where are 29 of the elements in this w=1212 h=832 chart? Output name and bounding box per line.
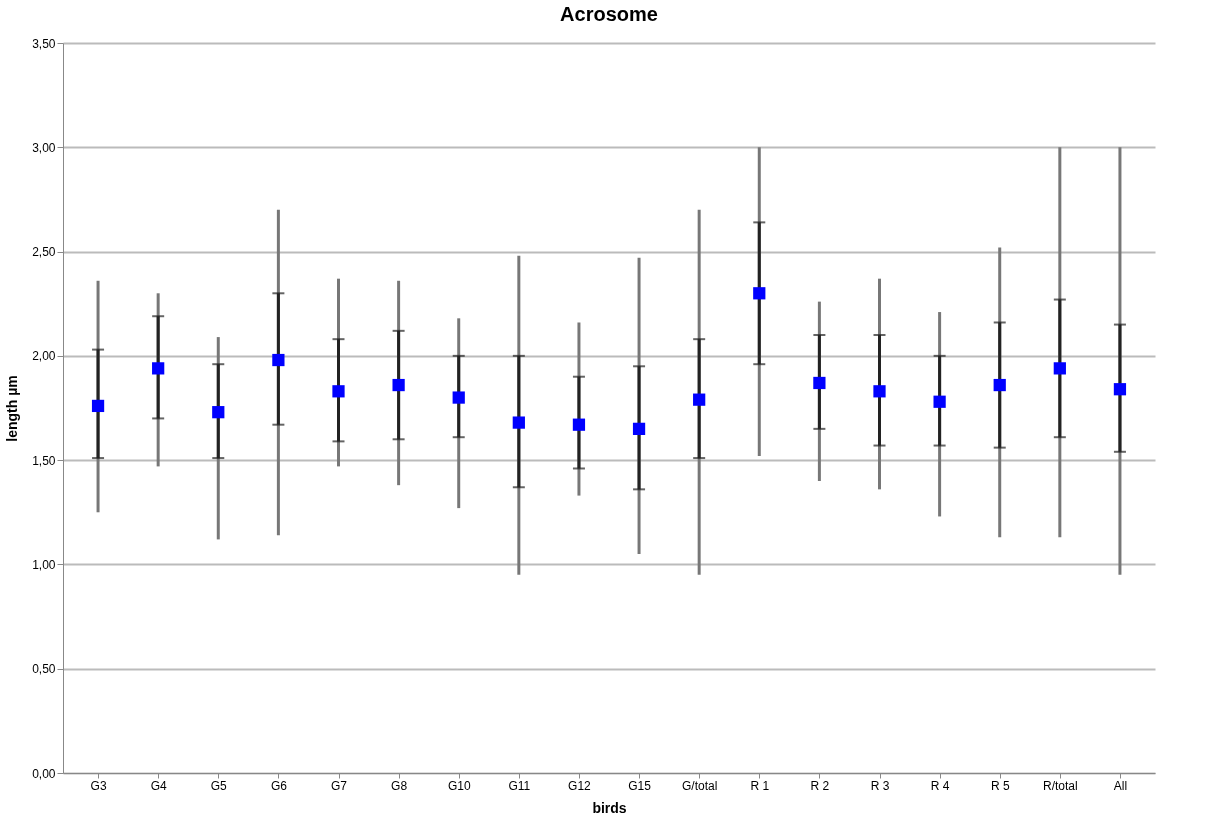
y-tick-label: 3,50	[32, 36, 56, 51]
x-tick-label: R 4	[930, 778, 950, 793]
x-tick-label: R 2	[810, 778, 830, 793]
x-tick-label: G12	[568, 778, 592, 793]
x-tick-label: G10	[447, 778, 471, 793]
x-tick-label: R 3	[870, 778, 890, 793]
y-axis-title: length µm	[4, 375, 21, 442]
y-tick-label: 0,00	[32, 766, 56, 781]
y-tick-label: 3,00	[32, 140, 56, 155]
x-tick-label: G7	[330, 778, 348, 793]
x-tick-label: R 5	[990, 778, 1010, 793]
x-tick-label: All	[1113, 778, 1128, 793]
y-tick-label: 2,00	[32, 349, 56, 364]
x-tick-label: R/total	[1042, 778, 1078, 793]
x-tick-label: G15	[628, 778, 652, 793]
x-axis-title: birds	[592, 799, 627, 816]
x-tick-label: G11	[508, 778, 531, 793]
x-tick-label: G/total	[681, 778, 718, 793]
y-tick-label: 1,50	[32, 453, 56, 468]
chart-title: Acrosome	[560, 3, 658, 25]
y-tick-label: 0,50	[32, 662, 56, 677]
x-tick-label: G4	[150, 778, 167, 793]
x-tick-label: G3	[90, 778, 107, 793]
y-tick-label: 2,50	[32, 245, 56, 260]
x-tick-label: R 1	[750, 778, 770, 793]
x-tick-label: G6	[270, 778, 288, 793]
x-tick-label: G8	[391, 778, 408, 793]
x-tick-label: G5	[210, 778, 228, 793]
y-tick-label: 1,00	[32, 557, 56, 572]
